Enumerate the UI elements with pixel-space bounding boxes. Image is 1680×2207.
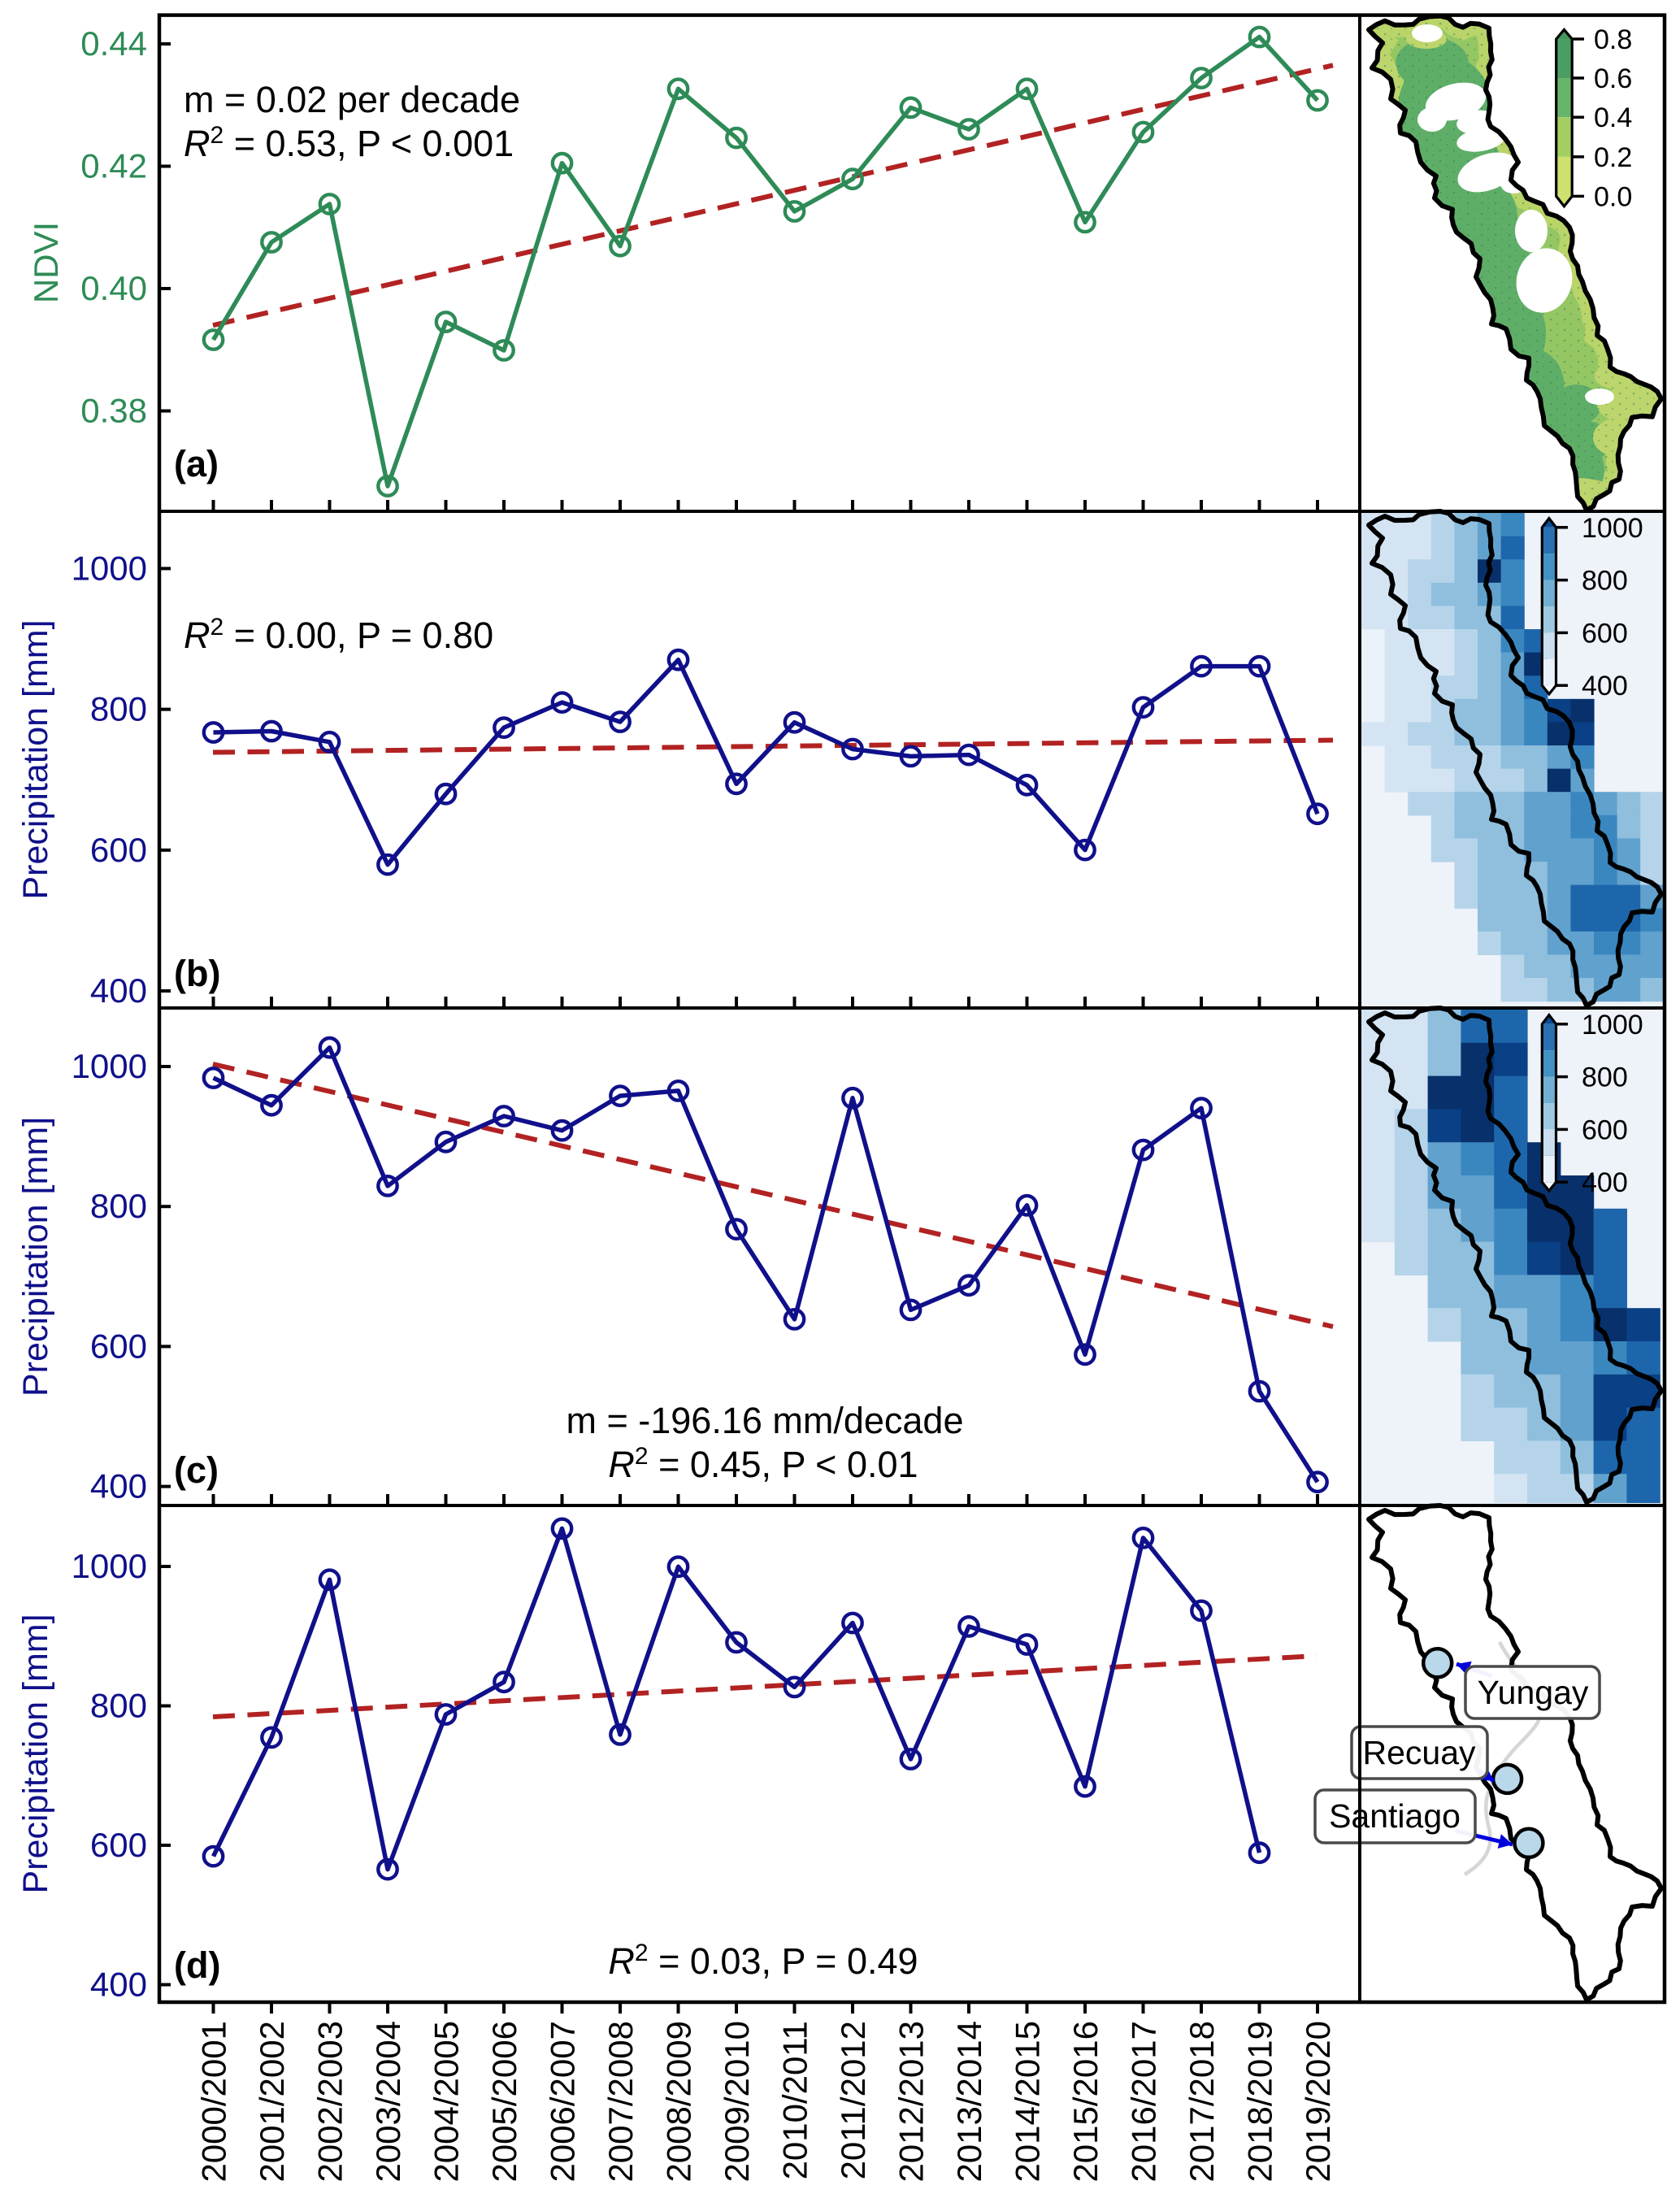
svg-text:Precipitation [mm]: Precipitation [mm] — [16, 1117, 55, 1397]
svg-text:1000: 1000 — [72, 549, 147, 587]
svg-text:1000: 1000 — [72, 1047, 147, 1085]
svg-text:2003/2004: 2003/2004 — [369, 2021, 407, 2183]
svg-text:400: 400 — [90, 971, 147, 1010]
svg-text:600: 600 — [90, 1826, 147, 1864]
svg-text:2009/2010: 2009/2010 — [718, 2021, 756, 2183]
svg-text:600: 600 — [1582, 1114, 1628, 1145]
svg-text:2013/2014: 2013/2014 — [950, 2021, 988, 2183]
svg-text:R2 = 0.03, P = 0.49: R2 = 0.03, P = 0.49 — [608, 1940, 918, 1982]
svg-text:Yungay: Yungay — [1478, 1674, 1589, 1711]
svg-text:0.42: 0.42 — [80, 147, 147, 185]
svg-text:(a): (a) — [174, 443, 219, 484]
svg-text:Recuay: Recuay — [1362, 1734, 1476, 1771]
svg-text:R2 = 0.00, P = 0.80: R2 = 0.00, P = 0.80 — [184, 614, 493, 656]
svg-text:m = 0.02 per decade: m = 0.02 per decade — [184, 79, 520, 120]
svg-text:1000: 1000 — [1582, 513, 1643, 544]
svg-text:600: 600 — [90, 1327, 147, 1365]
svg-text:m = -196.16 mm/decade: m = -196.16 mm/decade — [566, 1400, 963, 1441]
svg-text:2014/2015: 2014/2015 — [1009, 2021, 1047, 2183]
svg-text:0.0: 0.0 — [1594, 181, 1632, 212]
svg-text:0.38: 0.38 — [80, 392, 147, 430]
svg-text:2011/2012: 2011/2012 — [834, 2021, 872, 2179]
svg-text:2007/2008: 2007/2008 — [601, 2021, 640, 2183]
svg-text:0.40: 0.40 — [80, 269, 147, 307]
svg-text:(c): (c) — [174, 1449, 219, 1491]
svg-text:NDVI: NDVI — [27, 222, 65, 303]
svg-text:600: 600 — [1582, 618, 1628, 649]
svg-text:Santiago: Santiago — [1329, 1797, 1461, 1835]
svg-text:400: 400 — [1582, 1167, 1628, 1198]
svg-text:800: 800 — [90, 1187, 147, 1225]
svg-text:2016/2017: 2016/2017 — [1125, 2021, 1163, 2183]
svg-text:1000: 1000 — [1582, 1010, 1643, 1041]
svg-text:(b): (b) — [174, 953, 220, 994]
svg-text:0.4: 0.4 — [1594, 102, 1632, 133]
svg-text:2012/2013: 2012/2013 — [892, 2021, 931, 2183]
svg-text:0.8: 0.8 — [1594, 24, 1632, 55]
svg-text:2010/2011: 2010/2011 — [776, 2021, 814, 2179]
svg-text:R2 = 0.53, P < 0.001: R2 = 0.53, P < 0.001 — [184, 122, 514, 164]
svg-text:400: 400 — [90, 1966, 147, 2004]
svg-text:Precipitation [mm]: Precipitation [mm] — [16, 619, 55, 899]
svg-text:(d): (d) — [174, 1944, 220, 1986]
svg-text:1000: 1000 — [72, 1547, 147, 1585]
svg-text:2018/2019: 2018/2019 — [1241, 2021, 1279, 2183]
svg-text:2019/2020: 2019/2020 — [1299, 2021, 1337, 2183]
svg-text:2001/2002: 2001/2002 — [253, 2021, 291, 2183]
svg-text:800: 800 — [90, 1687, 147, 1725]
svg-text:600: 600 — [90, 831, 147, 869]
svg-text:2006/2007: 2006/2007 — [544, 2021, 582, 2183]
svg-text:2017/2018: 2017/2018 — [1183, 2021, 1221, 2183]
svg-text:800: 800 — [90, 690, 147, 728]
svg-text:400: 400 — [90, 1467, 147, 1505]
svg-text:2008/2009: 2008/2009 — [660, 2021, 698, 2183]
svg-text:800: 800 — [1582, 566, 1628, 597]
svg-text:2000/2001: 2000/2001 — [195, 2021, 233, 2183]
svg-text:R2 = 0.45, P < 0.01: R2 = 0.45, P < 0.01 — [608, 1443, 918, 1485]
svg-text:0.2: 0.2 — [1594, 142, 1632, 173]
svg-text:400: 400 — [1582, 671, 1628, 702]
svg-text:0.44: 0.44 — [80, 24, 147, 63]
svg-text:0.6: 0.6 — [1594, 63, 1632, 94]
svg-text:800: 800 — [1582, 1062, 1628, 1093]
svg-text:Precipitation [mm]: Precipitation [mm] — [16, 1614, 55, 1893]
svg-text:2015/2016: 2015/2016 — [1066, 2021, 1105, 2183]
svg-text:2004/2005: 2004/2005 — [428, 2021, 466, 2183]
svg-text:2002/2003: 2002/2003 — [311, 2021, 349, 2183]
svg-text:2005/2006: 2005/2006 — [485, 2021, 523, 2183]
